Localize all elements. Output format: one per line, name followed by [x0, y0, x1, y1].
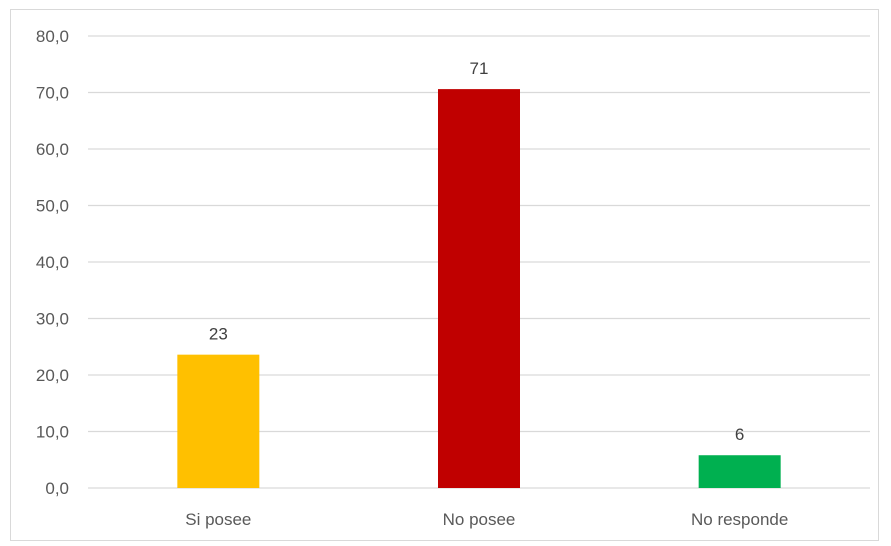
y-tick-label: 70,0: [36, 84, 69, 103]
y-tick-label: 30,0: [36, 310, 69, 329]
data-label: 71: [470, 59, 489, 78]
x-category-label: No posee: [443, 510, 516, 529]
bars: [177, 89, 781, 489]
y-tick-label: 80,0: [36, 27, 69, 46]
x-category-label: No responde: [691, 510, 788, 529]
y-tick-label: 10,0: [36, 423, 69, 442]
bar: [698, 455, 781, 488]
bar: [438, 89, 520, 489]
data-label: 23: [209, 325, 228, 344]
x-category-label: Si posee: [185, 510, 251, 529]
y-tick-label: 0,0: [45, 479, 69, 498]
y-tick-label: 40,0: [36, 253, 69, 272]
y-axis-tick-labels: 0,0 10,0 20,0 30,0 40,0 50,0 60,0 70,0 80,0: [36, 27, 69, 498]
data-label: 6: [735, 425, 744, 444]
bar: [177, 354, 260, 488]
x-axis-category-labels: Si posee No posee No responde: [185, 510, 788, 529]
y-tick-label: 50,0: [36, 197, 69, 216]
data-labels: 23 71 6: [209, 59, 745, 444]
y-tick-label: 60,0: [36, 140, 69, 159]
y-tick-label: 20,0: [36, 366, 69, 385]
